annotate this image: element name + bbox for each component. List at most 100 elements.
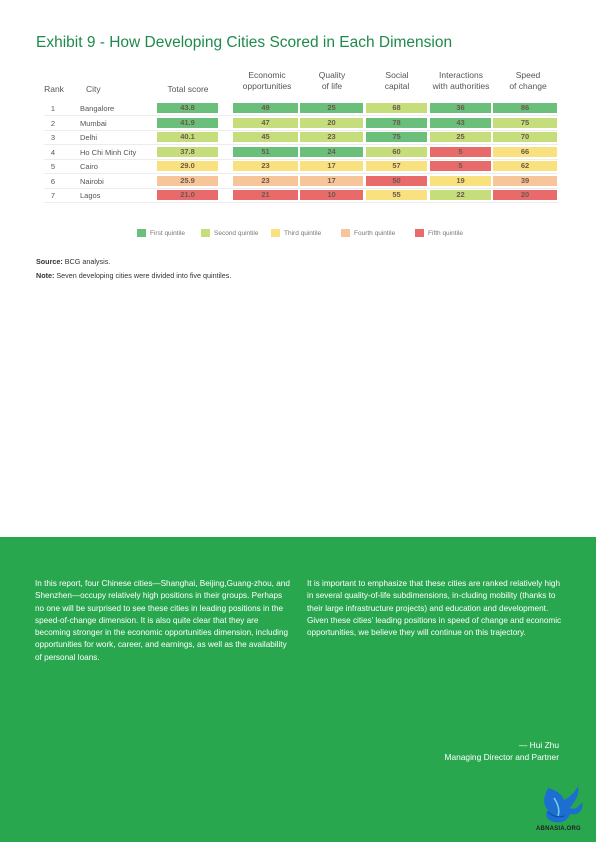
legend-swatch <box>415 229 424 237</box>
rank-cell: 7 <box>50 191 56 200</box>
row-divider <box>44 187 558 189</box>
score-cell-quality: 20 <box>300 117 363 128</box>
note-text: Seven developing cities were divided int… <box>54 271 232 280</box>
legend-label: Second quintile <box>214 229 259 237</box>
score-cell-econ: 23 <box>233 175 298 186</box>
legend-swatch <box>271 229 280 237</box>
score-cell-social: 55 <box>366 190 427 200</box>
score-cell-social: 78 <box>366 117 427 128</box>
source-text: BCG analysis. <box>62 257 111 266</box>
rank-cell: 1 <box>50 104 56 113</box>
score-cell-econ: 51 <box>233 146 298 157</box>
legend-item: Third quintile <box>271 229 321 237</box>
score-cell-interactions: 43 <box>430 117 491 128</box>
city-cell: Delhi <box>80 133 98 142</box>
header-speed-of-change: Speed of change <box>509 70 547 91</box>
row-divider <box>44 158 558 160</box>
rank-cell: 4 <box>50 147 56 157</box>
legend-item: Fifth quintile <box>415 229 463 237</box>
score-cell-social: 75 <box>366 132 427 142</box>
score-cell-quality: 25 <box>300 103 363 113</box>
header-rank: Rank <box>44 84 64 94</box>
score-cell-interactions: 22 <box>430 190 491 200</box>
legend-label: Fourth quintile <box>354 229 396 237</box>
legend-swatch <box>341 229 350 237</box>
legend-label: First quintile <box>150 229 186 237</box>
row-divider <box>44 144 558 145</box>
score-cell-speed: 70 <box>493 132 557 142</box>
legend-swatch <box>137 229 146 237</box>
quote-author: — Hui Zhu <box>518 740 559 750</box>
rank-cell: 6 <box>50 176 56 186</box>
score-cell-speed: 20 <box>493 190 557 200</box>
score-cell-speed: 62 <box>493 161 557 171</box>
quote-band <box>0 537 596 842</box>
header-interactions-with-authorities: Interactions with authorities <box>432 70 490 91</box>
score-cell-total: 40.1 <box>157 132 218 142</box>
row-divider <box>44 129 558 131</box>
score-cell-social: 68 <box>366 103 427 113</box>
score-cell-quality: 17 <box>300 161 363 171</box>
score-cell-interactions: 5 <box>430 146 491 157</box>
quote-author-role: Managing Director and Partner <box>444 752 559 762</box>
rank-cell: 2 <box>50 118 56 128</box>
legend-item: Second quintile <box>201 229 258 237</box>
header-total-score: Total score <box>167 84 209 94</box>
score-cell-speed: 66 <box>493 146 557 157</box>
score-cell-total: 25.9 <box>157 175 218 186</box>
score-cell-speed: 86 <box>493 103 557 113</box>
quote-paragraph-left: In this report, four Chinese cities—Shan… <box>35 579 290 662</box>
city-cell: Cairo <box>80 162 98 171</box>
score-cell-econ: 45 <box>233 132 298 142</box>
score-cell-speed: 75 <box>493 117 557 128</box>
score-cell-social: 60 <box>366 146 427 157</box>
row-divider <box>44 115 558 116</box>
score-cell-quality: 10 <box>300 190 363 200</box>
header-economic-opportunities: Economic opportunities <box>242 70 292 91</box>
score-cell-speed: 39 <box>493 175 557 186</box>
rank-cell: 5 <box>50 162 56 171</box>
score-cell-quality: 23 <box>300 132 363 142</box>
bird-logo-icon <box>544 786 583 823</box>
city-cell: Lagos <box>80 191 101 200</box>
score-cell-interactions: 36 <box>430 103 491 113</box>
legend-swatch <box>201 229 210 237</box>
header-city: City <box>86 84 101 94</box>
score-cell-total: 43.8 <box>157 103 218 113</box>
exhibit-title: Exhibit 9 - How Developing Cities Scored… <box>36 34 453 51</box>
score-cell-total: 41.9 <box>157 117 218 128</box>
quote-paragraph-right: It is important to emphasize that these … <box>307 579 562 638</box>
score-cell-total: 21.0 <box>157 190 218 200</box>
quintile-note: Note: Seven developing cities were divid… <box>36 271 231 280</box>
score-cell-econ: 49 <box>233 103 298 113</box>
score-cell-total: 37.8 <box>157 146 218 157</box>
score-cell-quality: 17 <box>300 175 363 186</box>
legend-label: Third quintile <box>284 229 322 237</box>
watermark-text: ABNASIA.ORG <box>536 826 581 832</box>
score-cell-social: 57 <box>366 161 427 171</box>
city-cell: Nairobi <box>80 176 104 186</box>
score-cell-econ: 23 <box>233 161 298 171</box>
score-cell-quality: 24 <box>300 146 363 157</box>
source-label: Source: <box>36 257 63 266</box>
header-quality-of-life: Quality of life <box>318 70 346 91</box>
score-cell-econ: 47 <box>233 117 298 128</box>
legend-item: First quintile <box>137 229 185 237</box>
row-divider <box>44 202 558 203</box>
score-cell-interactions: 25 <box>430 132 491 142</box>
note-label: Note: <box>36 271 55 280</box>
header-social-capital: Social capital <box>384 70 410 91</box>
score-cell-interactions: 5 <box>430 161 491 171</box>
score-cell-total: 29.0 <box>157 161 218 171</box>
abnasia-watermark-logo: ABNASIA.ORG <box>534 780 594 838</box>
legend-label: Fifth quintile <box>428 229 464 237</box>
legend-item: Fourth quintile <box>341 229 395 237</box>
row-divider <box>44 173 558 174</box>
source-note: Source: BCG analysis. <box>36 257 110 266</box>
score-cell-econ: 21 <box>233 190 298 200</box>
city-cell: Mumbai <box>80 118 107 128</box>
score-cell-social: 50 <box>366 175 427 186</box>
city-cell: Ho Chi Minh City <box>80 147 137 157</box>
rank-cell: 3 <box>50 133 56 142</box>
city-cell: Bangalore <box>80 104 115 113</box>
